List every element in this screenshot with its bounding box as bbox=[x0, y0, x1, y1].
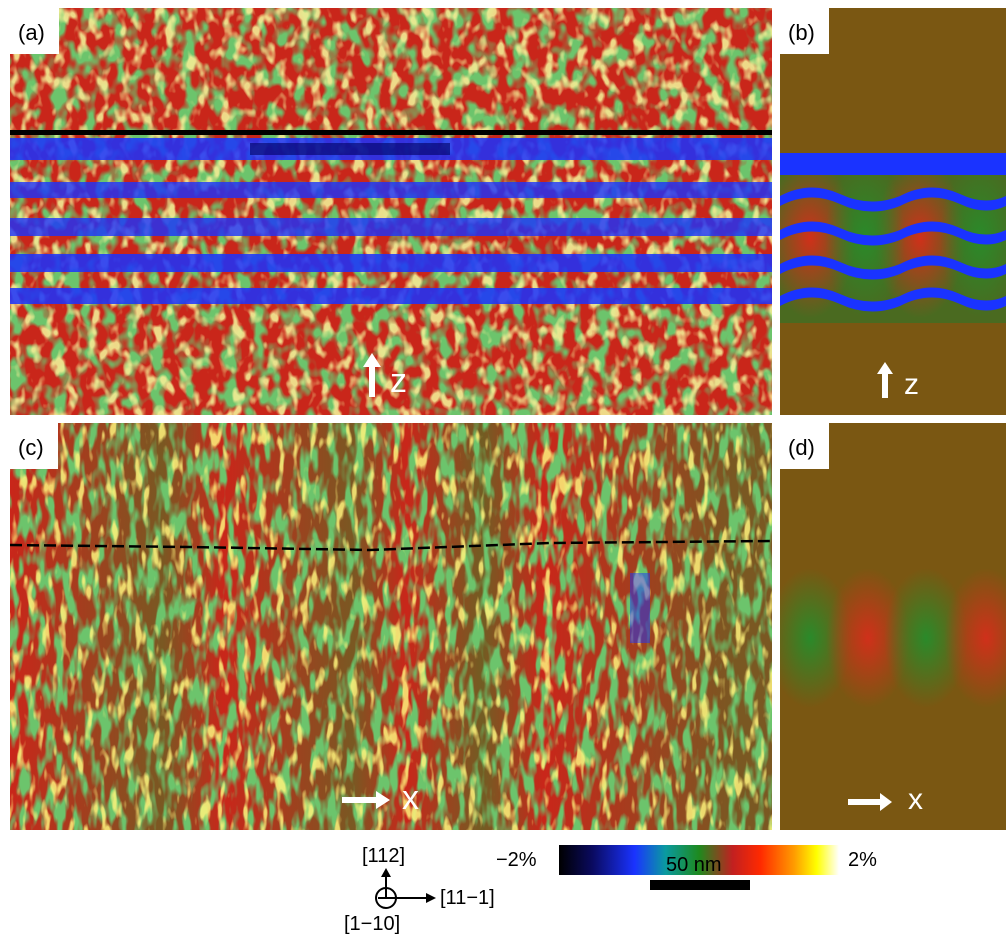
panel-c-strain-map: (c) x bbox=[10, 423, 772, 830]
colorbar-min-label: −2% bbox=[496, 849, 537, 871]
panel-a-strain-map: (a) z bbox=[10, 8, 772, 415]
panel-a-axis-label: z bbox=[390, 362, 407, 400]
panel-a-label: (a) bbox=[10, 8, 59, 54]
right-arrow-icon bbox=[340, 788, 392, 812]
up-arrow-icon bbox=[874, 360, 896, 400]
axis-label-11-1: [11−1] bbox=[440, 887, 495, 909]
panel-b-simulation: (b) z bbox=[780, 8, 1006, 415]
crystal-axes-icon bbox=[370, 866, 440, 917]
panel-b-axis-label: z bbox=[904, 368, 919, 401]
axis-label-112: [112] bbox=[362, 845, 405, 867]
panel-c-label: (c) bbox=[10, 423, 58, 469]
up-arrow-icon bbox=[360, 351, 384, 399]
panel-d-image bbox=[780, 423, 1006, 830]
scale-bar bbox=[650, 880, 750, 890]
panel-b-image bbox=[780, 8, 1006, 415]
panel-d-label: (d) bbox=[780, 423, 829, 469]
panel-c-image bbox=[10, 423, 772, 830]
panel-b-label: (b) bbox=[780, 8, 829, 54]
scale-bar-label: 50 nm bbox=[666, 854, 722, 876]
right-arrow-icon bbox=[846, 791, 894, 813]
panel-a-image bbox=[10, 8, 772, 415]
colorbar-max-label: 2% bbox=[848, 849, 877, 871]
strain-colorbar bbox=[559, 845, 839, 875]
panel-d-simulation: (d) x bbox=[780, 423, 1006, 830]
axis-label-1-10: [1−10] bbox=[344, 913, 401, 935]
panel-d-axis-label: x bbox=[908, 783, 923, 816]
panel-c-axis-label: x bbox=[402, 779, 419, 817]
